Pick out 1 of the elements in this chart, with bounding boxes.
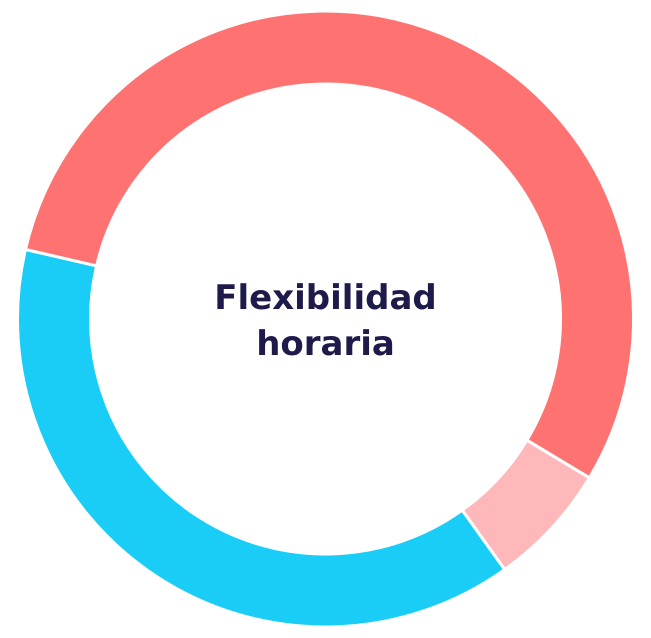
text: Flexibilidad horaria <box>214 278 437 364</box>
